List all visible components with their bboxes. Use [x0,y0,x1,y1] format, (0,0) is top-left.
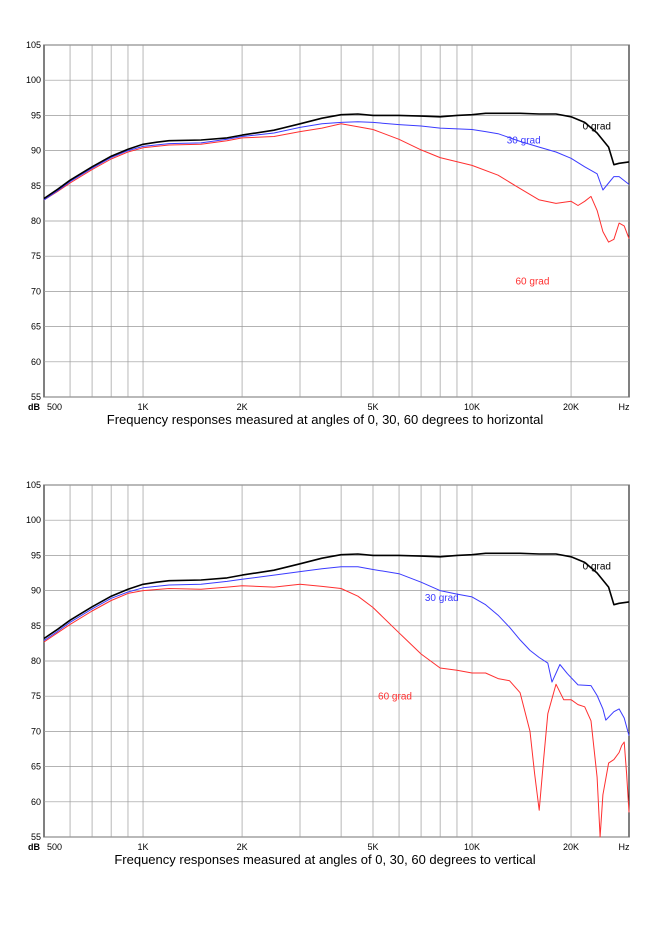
annotation-60-grad: 60 grad [378,692,412,703]
y-tick-label: 80 [31,216,41,226]
y-tick-label: 65 [31,322,41,332]
x-axis-unit: Hz [619,842,630,850]
y-tick-label: 95 [31,550,41,560]
x-tick-label: 20K [563,842,579,850]
x-tick-label: 500 [47,402,62,410]
y-tick-label: 85 [31,621,41,631]
caption-horizontal: Frequency responses measured at angles o… [106,412,544,427]
x-tick-label: 500 [47,842,62,850]
x-axis-unit: Hz [619,402,630,410]
y-tick-label: 85 [31,181,41,191]
x-tick-label: 10K [464,402,480,410]
x-tick-label: 2K [237,402,248,410]
chart-horizontal: 55 60 65 70 75 80 85 90 95 100 105 500 1K 2K 5K 10K 20K d… [0,0,650,440]
x-tick-label: 10K [464,842,480,850]
series-line-0-grad [43,112,630,200]
series-line-30-grad [43,121,630,201]
y-tick-label: 70 [31,726,41,736]
x-tick-label: 1K [138,402,149,410]
x-tick-label: 2K [237,842,248,850]
y-axis-unit: dB [28,402,40,410]
annotation-0-grad: 0 grad [583,561,611,572]
annotation-30-grad: 30 grad [425,593,459,604]
y-tick-label: 105 [26,480,41,490]
y-tick-label: 90 [31,586,41,596]
x-tick-label: 5K [367,842,378,850]
y-tick-label: 60 [31,357,41,367]
y-tick-label: 100 [26,75,41,85]
plot-horizontal: 55 60 65 70 75 80 85 90 95 100 105 500 1K 2K 5K 10K 20K d… [26,40,630,410]
y-tick-label: 60 [31,797,41,807]
y-tick-label: 105 [26,40,41,50]
y-tick-label: 55 [31,392,41,402]
y-axis-unit: dB [28,842,40,850]
series-line-0-grad [43,552,630,640]
y-tick-label: 75 [31,251,41,261]
y-tick-label: 95 [31,110,41,120]
y-tick-label: 90 [31,146,41,156]
y-tick-label: 55 [31,832,41,842]
annotation-30-grad: 30 grad [507,136,541,147]
chart-vertical: 55 60 65 70 75 80 85 90 95 100 105 500 1K 2K 5K 10K 20K d… [0,440,650,880]
series-line-30-grad [43,566,630,736]
x-tick-label: 5K [367,402,378,410]
caption-vertical: Frequency responses measured at angles o… [114,852,536,867]
y-tick-label: 65 [31,762,41,772]
x-tick-label: 20K [563,402,579,410]
annotation-0-grad: 0 grad [583,121,611,132]
series-line-60-grad [43,583,630,838]
series-line-60-grad [43,123,630,243]
y-tick-label: 70 [31,286,41,296]
y-tick-label: 80 [31,656,41,666]
plot-vertical: 55 60 65 70 75 80 85 90 95 100 105 500 1K 2K 5K 10K 20K d… [26,480,630,850]
x-tick-label: 1K [138,842,149,850]
y-tick-label: 75 [31,691,41,701]
y-tick-label: 100 [26,515,41,525]
annotation-60-grad: 60 grad [516,276,550,287]
